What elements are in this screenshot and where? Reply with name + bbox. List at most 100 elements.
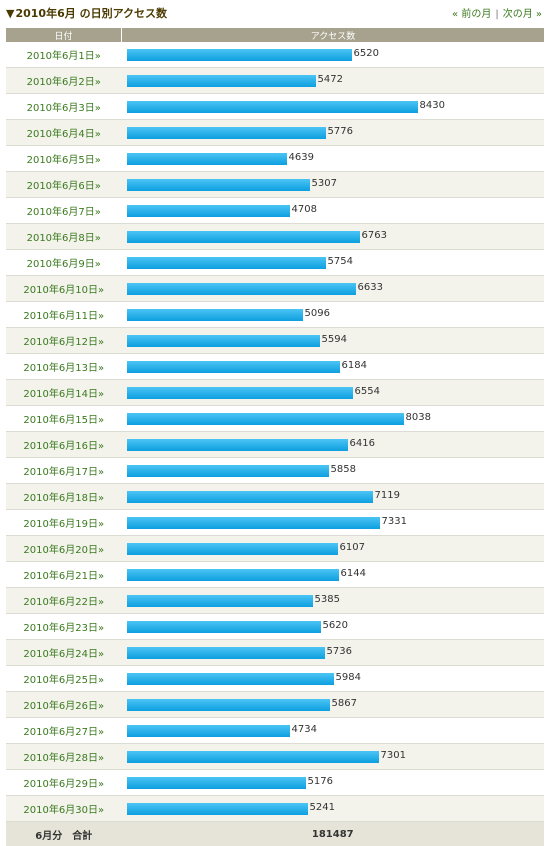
access-bar-cell: 5867 [122,692,545,718]
access-bar [127,257,326,269]
date-link[interactable]: 2010年6月16日» [23,441,104,452]
access-bar [127,387,353,399]
access-value-label: 6763 [362,230,387,241]
access-value-label: 8038 [406,412,431,423]
access-bar [127,569,339,581]
access-column-header: アクセス数 [122,28,545,42]
date-cell: 2010年6月27日» [6,718,122,744]
access-value-label: 6554 [355,386,380,397]
date-cell: 2010年6月29日» [6,770,122,796]
date-link[interactable]: 2010年6月21日» [23,571,104,582]
access-value-label: 7119 [375,490,400,501]
month-nav: « 前の月 | 次の月 » [452,5,542,20]
table-row: 2010年6月27日»4734 [6,718,544,744]
access-value-label: 5620 [323,620,348,631]
date-cell: 2010年6月22日» [6,588,122,614]
date-link[interactable]: 2010年6月29日» [23,779,104,790]
date-link[interactable]: 2010年6月22日» [23,597,104,608]
access-value-label: 5754 [328,256,353,267]
date-link[interactable]: 2010年6月23日» [23,623,104,634]
access-value-label: 8430 [420,100,445,111]
date-link[interactable]: 2010年6月10日» [23,285,104,296]
table-row: 2010年6月6日» 5307 [6,172,544,198]
access-value-label: 6416 [350,438,375,449]
date-cell: 2010年6月4日» [6,120,122,146]
date-link[interactable]: 2010年6月4日» [27,129,101,140]
date-link[interactable]: 2010年6月7日» [27,207,101,218]
date-link[interactable]: 2010年6月9日» [27,259,101,270]
table-row: 2010年6月12日» 5594 [6,328,544,354]
table-row: 2010年6月11日»5096 [6,302,544,328]
table-row: 2010年6月9日» 5754 [6,250,544,276]
table-row: 2010年6月7日»4708 [6,198,544,224]
access-bar-cell: 8038 [122,406,545,432]
access-bar-cell: 5984 [122,666,545,692]
next-month-link[interactable]: 次の月 » [503,9,542,20]
nav-separator: | [495,9,498,20]
table-row: 2010年6月28日» 7301 [6,744,544,770]
date-link[interactable]: 2010年6月15日» [23,415,104,426]
date-link[interactable]: 2010年6月14日» [23,389,104,400]
access-bar [127,725,290,737]
access-bar-cell: 5736 [122,640,545,666]
date-cell: 2010年6月11日» [6,302,122,328]
access-bar [127,673,334,685]
access-bar [127,439,348,451]
access-value-label: 6633 [358,282,383,293]
date-cell: 2010年6月24日» [6,640,122,666]
date-link[interactable]: 2010年6月11日» [23,311,104,322]
access-bar [127,283,356,295]
date-link[interactable]: 2010年6月13日» [23,363,104,374]
table-row: 2010年6月5日»4639 [6,146,544,172]
date-cell: 2010年6月15日» [6,406,122,432]
access-bar-cell: 6107 [122,536,545,562]
date-link[interactable]: 2010年6月3日» [27,103,101,114]
access-value-label: 5307 [312,178,337,189]
access-bar-cell: 5307 [122,172,545,198]
table-row: 2010年6月30日»5241 [6,796,544,822]
triangle-down-icon: ▼ [6,7,14,20]
date-link[interactable]: 2010年6月18日» [23,493,104,504]
date-column-header: 日付 [6,28,122,42]
date-link[interactable]: 2010年6月27日» [23,727,104,738]
table-row: 2010年6月4日» 5776 [6,120,544,146]
date-cell: 2010年6月9日» [6,250,122,276]
date-link[interactable]: 2010年6月19日» [23,519,104,530]
date-cell: 2010年6月30日» [6,796,122,822]
access-bar [127,595,313,607]
date-link[interactable]: 2010年6月5日» [27,155,101,166]
access-bar [127,127,326,139]
date-link[interactable]: 2010年6月20日» [23,545,104,556]
access-bar-cell: 6144 [122,562,545,588]
table-row: 2010年6月13日»6184 [6,354,544,380]
date-link[interactable]: 2010年6月6日» [27,181,101,192]
date-link[interactable]: 2010年6月24日» [23,649,104,660]
date-link[interactable]: 2010年6月17日» [23,467,104,478]
access-bar-cell: 6520 [122,42,545,68]
date-link[interactable]: 2010年6月28日» [23,753,104,764]
access-bar [127,647,325,659]
date-link[interactable]: 2010年6月1日» [27,51,101,62]
date-link[interactable]: 2010年6月30日» [23,805,104,816]
access-bar [127,751,379,763]
access-bar-cell: 5594 [122,328,545,354]
date-link[interactable]: 2010年6月12日» [23,337,104,348]
table-row: 2010年6月21日» 6144 [6,562,544,588]
access-bar [127,543,338,555]
total-label: 6月分 合計 [6,822,122,846]
access-bar-cell: 6633 [122,276,545,302]
access-bar-cell: 5776 [122,120,545,146]
date-link[interactable]: 2010年6月25日» [23,675,104,686]
access-value-label: 5858 [331,464,356,475]
prev-month-link[interactable]: « 前の月 [452,9,491,20]
date-cell: 2010年6月3日» [6,94,122,120]
date-link[interactable]: 2010年6月26日» [23,701,104,712]
access-value-label: 7301 [381,750,406,761]
access-value-label: 5984 [336,672,361,683]
date-cell: 2010年6月1日» [6,42,122,68]
date-link[interactable]: 2010年6月8日» [27,233,101,244]
date-link[interactable]: 2010年6月2日» [27,77,101,88]
date-cell: 2010年6月28日» [6,744,122,770]
